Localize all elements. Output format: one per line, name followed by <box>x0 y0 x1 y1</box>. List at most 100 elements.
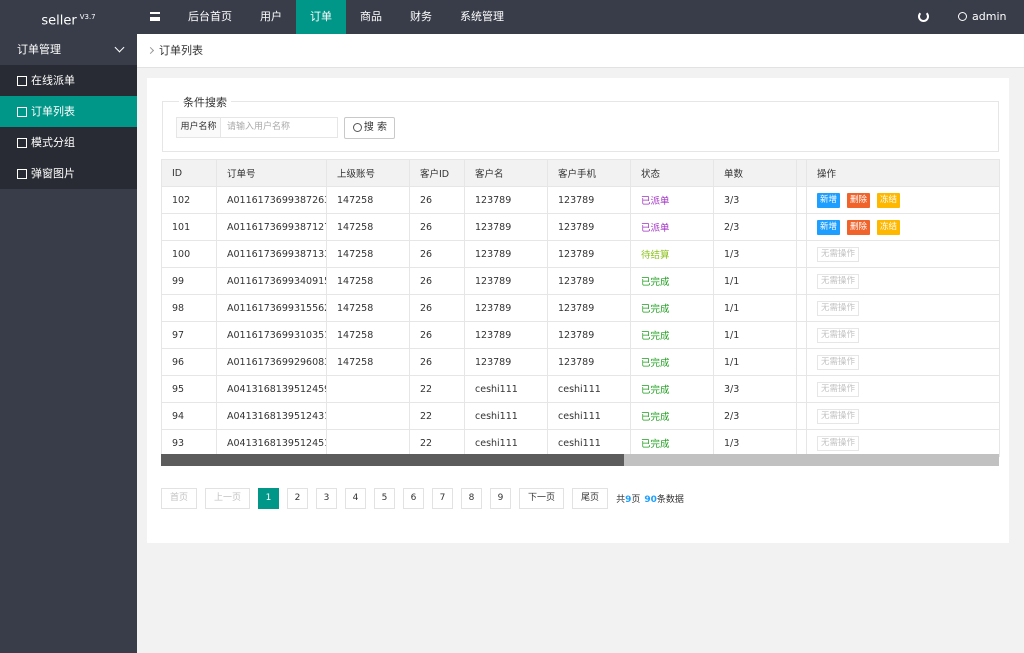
prev-page[interactable]: 上一页 <box>205 488 251 509</box>
order-table: ID 订单号 上级账号 客户ID 客户名 客户手机 状态 单数 操作 102 A011617369… <box>161 159 1000 457</box>
no-action: 无需操作 <box>817 300 860 316</box>
sidebar-item[interactable]: 模式分组 <box>0 127 137 158</box>
cell-parent: 147258 <box>326 267 410 295</box>
cell-status: 已完成 <box>630 375 714 403</box>
nav-item[interactable]: 用户 <box>260 10 282 23</box>
cell-parent <box>326 375 410 403</box>
cell-order-no: A01161736993103512 <box>216 321 327 349</box>
cell-parent <box>326 429 410 457</box>
cell-status: 已派单 <box>630 213 714 241</box>
table-row: 98 A01161736993155628 147258 26 123789 123789… <box>161 294 1000 322</box>
cell-count: 1/3 <box>713 240 797 268</box>
header-cell: 操作 <box>806 159 1000 187</box>
actions-cell: 无需操作 <box>806 267 1000 295</box>
cell-status: 已完成 <box>630 402 714 430</box>
action-button[interactable]: 删除 <box>847 219 871 235</box>
menu-toggle[interactable] <box>150 12 160 21</box>
page-summary: 共9页 90条数据 <box>616 492 684 505</box>
page-number[interactable]: 6 <box>403 488 425 509</box>
cell-status: 已完成 <box>630 348 714 376</box>
actions-cell: 无需操作 <box>806 321 1000 349</box>
action-button[interactable]: 新增 <box>817 192 841 208</box>
sidebar-group[interactable]: 订单管理 <box>0 34 137 65</box>
page-number[interactable]: 8 <box>461 488 483 509</box>
action-button[interactable]: 冻结 <box>877 192 901 208</box>
cell-id: 95 <box>161 375 217 403</box>
sidebar-item[interactable]: 订单列表 <box>0 96 137 127</box>
cell-phone: ceshi111 <box>547 375 631 403</box>
last-page[interactable]: 尾页 <box>572 488 609 509</box>
page-number[interactable]: 4 <box>345 488 367 509</box>
nav-item[interactable]: 商品 <box>360 10 382 23</box>
next-page[interactable]: 下一页 <box>519 488 565 509</box>
cell-name: 123789 <box>464 213 548 241</box>
cell-customer-id: 26 <box>409 321 465 349</box>
sidebar-item[interactable]: 弹窗图片 <box>0 158 137 189</box>
page-number[interactable]: 5 <box>374 488 396 509</box>
cell-status: 已完成 <box>630 267 714 295</box>
cell-phone: ceshi111 <box>547 402 631 430</box>
scroll-thumb[interactable] <box>161 454 624 466</box>
spacer-cell <box>796 402 807 430</box>
actions-cell: 新增 删除 冻结 <box>806 186 1000 214</box>
scrollbar[interactable] <box>161 454 999 466</box>
cell-parent: 147258 <box>326 348 410 376</box>
first-page[interactable]: 首页 <box>161 488 198 509</box>
table-row: 97 A01161736993103512 147258 26 123789 123789… <box>161 321 1000 349</box>
no-action: 无需操作 <box>817 354 860 370</box>
cell-count: 1/1 <box>713 267 797 295</box>
sidebar-item[interactable]: 在线派单 <box>0 65 137 96</box>
actions-cell: 无需操作 <box>806 429 1000 457</box>
cell-customer-id: 26 <box>409 240 465 268</box>
cell-id: 102 <box>161 186 217 214</box>
table-row: 94 A04131681395124312 22 ceshi111 ceshi111 已完… <box>161 402 1000 430</box>
user-menu[interactable]: admin <box>958 0 1006 34</box>
nav-item[interactable]: 系统管理 <box>460 10 504 23</box>
nav-item[interactable]: 后台首页 <box>188 10 232 23</box>
search-input[interactable]: 请输入用户名称 <box>221 117 338 138</box>
breadcrumb: 订单列表 <box>137 34 1024 68</box>
table-body: 102 A01161736993872636 147258 26 123789 12378… <box>161 186 1000 457</box>
cell-customer-id: 26 <box>409 213 465 241</box>
actions-cell: 无需操作 <box>806 294 1000 322</box>
cell-order-no: A04131681395124312 <box>216 402 327 430</box>
cell-parent <box>326 402 410 430</box>
table-row: 99 A01161736993409151 147258 26 123789 123789… <box>161 267 1000 295</box>
action-button[interactable]: 冻结 <box>877 219 901 235</box>
cell-name: 123789 <box>464 321 548 349</box>
cell-order-no: A04131681395124517 <box>216 429 327 457</box>
no-action: 无需操作 <box>817 327 860 343</box>
sidebar-list: 在线派单 订单列表 模式分组 弹窗图片 <box>0 65 137 189</box>
cell-id: 96 <box>161 348 217 376</box>
spacer-cell <box>796 294 807 322</box>
cell-count: 2/3 <box>713 402 797 430</box>
spacer-cell <box>796 213 807 241</box>
cell-parent: 147258 <box>326 213 410 241</box>
cell-customer-id: 22 <box>409 429 465 457</box>
page-number[interactable]: 3 <box>316 488 338 509</box>
cell-status: 待结算 <box>630 240 714 268</box>
cell-name: 123789 <box>464 186 548 214</box>
nav-item[interactable]: 财务 <box>410 10 432 23</box>
top-bar: seller V3.7 后台首页 用户 订单 商品 财务 系统管理 admin <box>0 0 1024 34</box>
header-cell: 客户ID <box>409 159 465 187</box>
cell-order-no: A01161736993872636 <box>216 186 327 214</box>
cell-order-no: A01161736993155628 <box>216 294 327 322</box>
page-number[interactable]: 2 <box>287 488 309 509</box>
nav-item[interactable]: 订单 <box>296 0 346 34</box>
page-number[interactable]: 1 <box>258 488 280 509</box>
action-button[interactable]: 删除 <box>847 192 871 208</box>
page-number[interactable]: 7 <box>432 488 454 509</box>
content-card: 条件搜索 用户名称 请输入用户名称 搜 索 ID 订单号 上级账号 客户ID 客户名 客户… <box>147 78 1009 543</box>
page-number[interactable]: 9 <box>490 488 512 509</box>
cell-name: ceshi111 <box>464 402 548 430</box>
search-button[interactable]: 搜 索 <box>344 117 395 139</box>
cell-id: 100 <box>161 240 217 268</box>
cell-parent: 147258 <box>326 186 410 214</box>
cell-customer-id: 26 <box>409 294 465 322</box>
cell-count: 3/3 <box>713 375 797 403</box>
cell-id: 99 <box>161 267 217 295</box>
refresh-button[interactable] <box>918 11 929 22</box>
action-button[interactable]: 新增 <box>817 219 841 235</box>
cell-status: 已派单 <box>630 186 714 214</box>
